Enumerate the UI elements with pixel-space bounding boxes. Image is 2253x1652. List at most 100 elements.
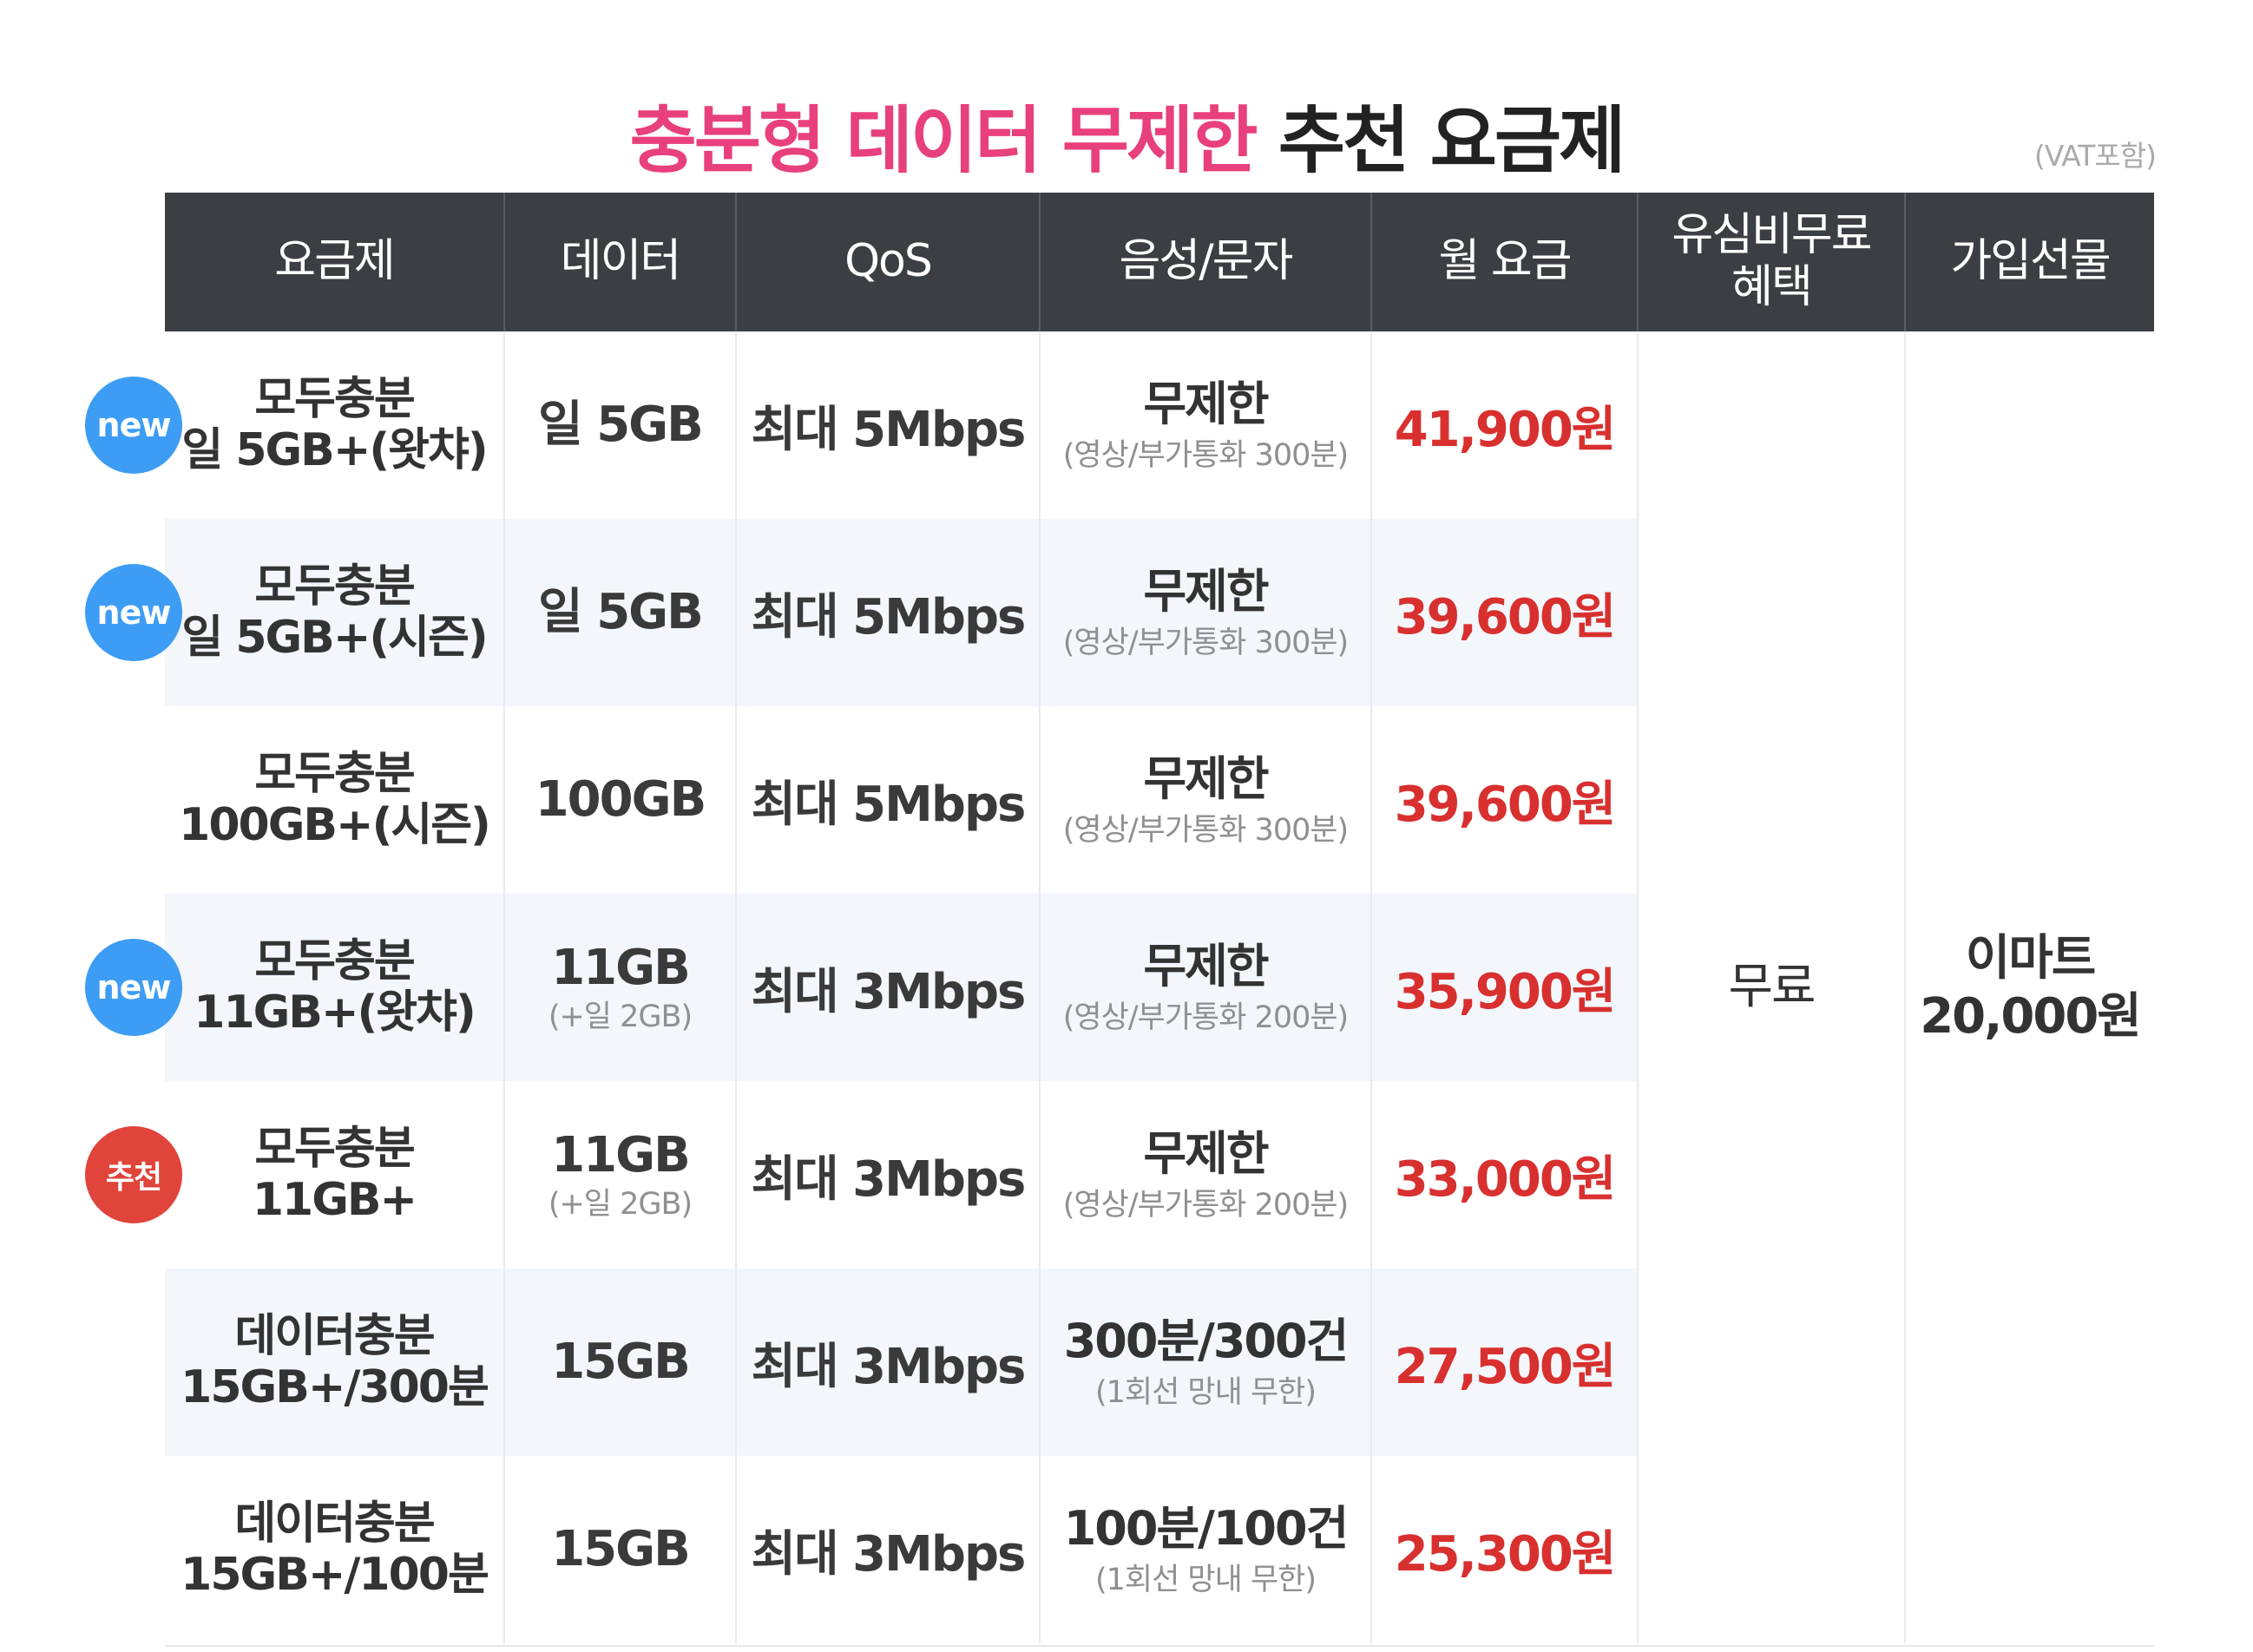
vat-note: (VAT포함) — [2033, 139, 2157, 173]
plan-name-cell: 모두충분 일 5GB+(왓챠) — [165, 331, 505, 519]
plan-data-sub: (+일 2GB) — [548, 1186, 693, 1222]
plan-name-line2: 11GB+(왓챠) — [194, 987, 476, 1039]
plan-voice-value: 무제한 — [1143, 938, 1269, 993]
plan-name-line2: 100GB+(시즌) — [179, 799, 491, 851]
plan-name-line1: 모두충분 — [254, 373, 415, 426]
plan-fee-cell: 35,900원 — [1372, 894, 1639, 1081]
plan-voice-sub: (1회선 망내 무한) — [1094, 1563, 1317, 1598]
plan-voice-sub: (영상/부가통화 300분) — [1062, 813, 1349, 849]
plan-name-line2: 15GB+/300분 — [181, 1361, 489, 1413]
plan-fee-value: 35,900원 — [1394, 963, 1617, 1020]
usim-benefit-value: 무료 — [1728, 959, 1816, 1016]
plan-name-line1: 모두충분 — [254, 560, 415, 613]
new-badge: new — [85, 939, 182, 1036]
plan-name-cell: 데이터충분 15GB+/100분 — [165, 1456, 505, 1643]
plan-fee-value: 27,500원 — [1394, 1338, 1617, 1395]
title-highlight: 충분형 데이터 무제한 — [629, 98, 1258, 183]
plan-name-cell: 모두충분 100GB+(시즌) — [165, 706, 505, 894]
plan-fee-cell: 39,600원 — [1372, 706, 1639, 894]
plan-voice-sub: (영상/부가통화 200분) — [1062, 1000, 1349, 1036]
plan-data-value: 15GB — [551, 1334, 691, 1391]
plan-data-value: 15GB — [551, 1521, 691, 1578]
plan-qos-value: 최대 3Mbps — [751, 1525, 1027, 1583]
header-usim: 유심비무료 혜택 — [1639, 193, 1906, 331]
gift-text: 이마트 20,000원 — [1920, 929, 2142, 1046]
plan-fee-cell: 39,600원 — [1372, 519, 1639, 706]
gift-line2: 20,000원 — [1920, 988, 2142, 1045]
plan-name-line2: 11GB+ — [252, 1174, 417, 1226]
plan-qos-cell: 최대 5Mbps — [737, 519, 1041, 706]
page-title: 충분형 데이터 무제한 추천 요금제 — [0, 82, 2253, 187]
plan-voice-cell: 무제한 (영상/부가통화 300분) — [1041, 519, 1372, 706]
plan-name-cell: 모두충분 일 5GB+(시즌) — [165, 519, 505, 706]
plan-name-line2: 일 5GB+(왓챠) — [181, 424, 488, 476]
plan-voice-value: 무제한 — [1143, 1125, 1269, 1181]
plan-voice-value: 무제한 — [1143, 751, 1269, 806]
plan-data-value: 일 5GB — [538, 397, 704, 454]
plan-voice-cell: 300분/300건 (1회선 망내 무한) — [1041, 1268, 1372, 1456]
plan-qos-value: 최대 3Mbps — [751, 963, 1027, 1020]
header-gift: 가입선물 — [1906, 193, 2154, 331]
plan-name-line2: 일 5GB+(시즌) — [181, 612, 488, 664]
recommend-badge: 추천 — [85, 1126, 182, 1223]
plan-voice-sub: (영상/부가통화 300분) — [1062, 626, 1349, 661]
plan-fee-value: 33,000원 — [1394, 1150, 1617, 1208]
plan-table: 요금제 데이터 QoS 음성/문자 월 요금 유심비무료 혜택 가입선물 모두충분… — [165, 193, 2154, 1647]
header-usim-line1: 유심비무료 — [1672, 209, 1872, 262]
plan-voice-cell: 무제한 (영상/부가통화 300분) — [1041, 706, 1372, 894]
header-data: 데이터 — [505, 193, 737, 331]
plan-data-cell: 11GB (+일 2GB) — [505, 894, 737, 1081]
plan-fee-value: 39,600원 — [1394, 588, 1617, 646]
plan-qos-cell: 최대 3Mbps — [737, 894, 1041, 1081]
plan-qos-value: 최대 3Mbps — [751, 1338, 1027, 1395]
plan-data-cell: 일 5GB — [505, 519, 737, 706]
plan-data-value: 100GB — [535, 771, 707, 829]
gift-line1: 이마트 — [1965, 929, 2097, 987]
title-rest: 추천 요금제 — [1278, 98, 1626, 183]
plan-qos-value: 최대 3Mbps — [751, 1150, 1027, 1208]
plan-voice-sub: (영상/부가통화 200분) — [1062, 1188, 1349, 1223]
plan-qos-cell: 최대 5Mbps — [737, 331, 1041, 519]
plan-fee-value: 41,900원 — [1394, 401, 1617, 458]
plan-name-line1: 모두충분 — [254, 1123, 415, 1176]
plan-fee-value: 39,600원 — [1394, 776, 1617, 833]
usim-benefit-cell: 무료 — [1639, 331, 1906, 1643]
plan-fee-cell: 25,300원 — [1372, 1456, 1639, 1643]
plan-voice-value: 무제한 — [1143, 376, 1269, 431]
plan-data-value: 일 5GB — [538, 584, 704, 641]
plan-qos-cell: 최대 3Mbps — [737, 1081, 1041, 1268]
plan-data-cell: 15GB — [505, 1456, 737, 1643]
plan-name-line2: 15GB+/100분 — [181, 1549, 489, 1601]
plan-data-value: 11GB — [551, 939, 691, 996]
plan-fee-value: 25,300원 — [1394, 1525, 1617, 1583]
plan-name-line1: 모두충분 — [254, 935, 415, 988]
plan-data-cell: 11GB (+일 2GB) — [505, 1081, 737, 1268]
header-fee: 월 요금 — [1372, 193, 1639, 331]
plan-qos-cell: 최대 3Mbps — [737, 1268, 1041, 1456]
plan-qos-cell: 최대 3Mbps — [737, 1456, 1041, 1643]
new-badge: new — [85, 377, 182, 474]
plan-voice-value: 100분/100건 — [1063, 1500, 1350, 1556]
plan-fee-cell: 27,500원 — [1372, 1268, 1639, 1456]
plan-fee-cell: 41,900원 — [1372, 331, 1639, 519]
plan-name-cell: 모두충분 11GB+(왓챠) — [165, 894, 505, 1081]
plan-fee-cell: 33,000원 — [1372, 1081, 1639, 1268]
plan-data-cell: 100GB — [505, 706, 737, 894]
plan-voice-value: 300분/300건 — [1063, 1313, 1350, 1368]
header-qos: QoS — [737, 193, 1041, 331]
new-badge: new — [85, 564, 182, 661]
plan-name-cell: 데이터충분 15GB+/300분 — [165, 1268, 505, 1456]
plan-name-line1: 데이터충분 — [234, 1310, 435, 1363]
plan-data-value: 11GB — [551, 1126, 691, 1183]
plan-voice-sub: (영상/부가통화 300분) — [1062, 438, 1349, 474]
plan-voice-cell: 100분/100건 (1회선 망내 무한) — [1041, 1456, 1372, 1643]
plan-name-cell: 모두충분 11GB+ — [165, 1081, 505, 1268]
plan-name-line1: 모두충분 — [254, 748, 415, 801]
plan-voice-cell: 무제한 (영상/부가통화 200분) — [1041, 894, 1372, 1081]
header-plan: 요금제 — [165, 193, 505, 331]
plan-voice-value: 무제한 — [1143, 563, 1269, 619]
plan-data-cell: 일 5GB — [505, 331, 737, 519]
plan-data-sub: (+일 2GB) — [548, 999, 693, 1034]
header-voice: 음성/문자 — [1041, 193, 1372, 331]
plan-voice-cell: 무제한 (영상/부가통화 200분) — [1041, 1081, 1372, 1268]
